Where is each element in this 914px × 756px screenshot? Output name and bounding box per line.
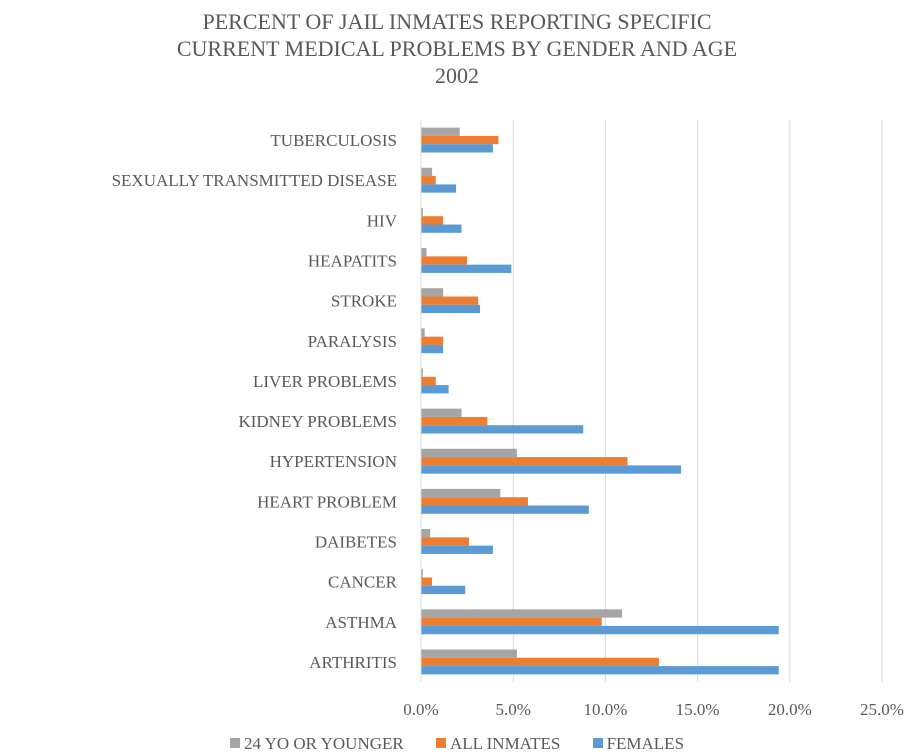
bar-all-inmates-asthma <box>421 617 602 626</box>
bar-all-inmates-hiv <box>421 216 444 225</box>
bar-24-yo-or-younger-sexually-transmitted-disease <box>421 167 433 177</box>
bar-all-inmates-heapatits <box>421 256 468 265</box>
bar-females-heapatits <box>421 264 512 273</box>
x-tick-label-0: 0.0% <box>403 700 438 719</box>
bar-all-inmates-tuberculosis <box>421 135 499 145</box>
bar-24-yo-or-younger-heart-problem <box>421 488 501 498</box>
legend-label-24-yo-or-younger: 24 YO OR YOUNGER <box>243 734 404 753</box>
chart-title: PERCENT OF JAIL INMATES REPORTING SPECIF… <box>0 8 914 89</box>
bar-24-yo-or-younger-paralysis <box>421 328 425 337</box>
category-label-stroke: STROKE <box>331 292 397 311</box>
bar-females-hiv <box>421 224 462 233</box>
x-tick-label-1: 5.0% <box>495 700 530 719</box>
x-tick-label-4: 20.0% <box>768 700 812 719</box>
bar-24-yo-or-younger-stroke <box>421 288 444 297</box>
category-label-heart-problem: HEART PROBLEM <box>257 492 397 511</box>
bar-females-daibetes <box>421 545 493 554</box>
category-label-daibetes: DAIBETES <box>315 533 397 552</box>
legend-item-24-yo-or-younger: 24 YO OR YOUNGER <box>229 734 404 754</box>
bar-24-yo-or-younger-arthritis <box>421 649 517 658</box>
bar-females-paralysis <box>421 344 444 354</box>
bar-all-inmates-daibetes <box>421 537 469 546</box>
category-label-paralysis: PARALYSIS <box>308 332 397 351</box>
bar-24-yo-or-younger-tuberculosis <box>421 127 460 136</box>
bar-females-stroke <box>421 304 481 314</box>
legend-label-all-inmates: ALL INMATES <box>449 734 561 753</box>
legend-label-females: FEMALES <box>606 734 685 753</box>
x-tick-label-3: 15.0% <box>676 700 720 719</box>
bar-females-arthritis <box>421 666 779 675</box>
bar-24-yo-or-younger-liver-problems <box>421 368 423 377</box>
bar-females-liver-problems <box>421 385 449 394</box>
legend-swatch-all-inmates <box>435 738 446 748</box>
category-label-asthma: ASTHMA <box>325 613 398 632</box>
bar-24-yo-or-younger-hypertension <box>421 448 517 458</box>
category-label-liver-problems: LIVER PROBLEMS <box>253 372 397 391</box>
bar-24-yo-or-younger-kidney-problems <box>421 408 462 417</box>
bar-females-sexually-transmitted-disease <box>421 184 457 193</box>
category-label-cancer: CANCER <box>328 573 398 592</box>
chart-title-line-2: CURRENT MEDICAL PROBLEMS BY GENDER AND A… <box>176 36 738 61</box>
category-label-kidney-problems: KIDNEY PROBLEMS <box>238 412 397 431</box>
bar-females-cancer <box>421 585 466 595</box>
bar-all-inmates-sexually-transmitted-disease <box>421 176 436 185</box>
bar-chart: TUBERCULOSIS SEXUALLY TRANSMITTED DISEASE… <box>112 120 904 719</box>
bar-24-yo-or-younger-hiv <box>421 207 423 217</box>
category-label-heapatits: HEAPATITS <box>308 252 397 271</box>
category-label-hypertension: HYPERTENSION <box>270 452 397 471</box>
category-label-arthritis: ARTHRITIS <box>309 653 397 672</box>
bar-all-inmates-heart-problem <box>421 497 528 506</box>
bar-24-yo-or-younger-daibetes <box>421 529 431 538</box>
chart-title-line-1: PERCENT OF JAIL INMATES REPORTING SPECIF… <box>202 9 712 34</box>
category-label-sexually-transmitted-disease: SEXUALLY TRANSMITTED DISEASE <box>112 171 397 190</box>
bar-all-inmates-paralysis <box>421 336 444 345</box>
bar-females-kidney-problems <box>421 425 584 434</box>
legend-item-all-inmates: ALL INMATES <box>435 734 561 754</box>
bar-24-yo-or-younger-asthma <box>421 609 622 618</box>
bar-all-inmates-cancer <box>421 577 433 586</box>
x-tick-label-2: 10.0% <box>583 700 627 719</box>
category-label-tuberculosis: TUBERCULOSIS <box>270 131 397 150</box>
legend-swatch-24-yo-or-younger <box>229 738 240 748</box>
bar-all-inmates-hypertension <box>421 457 628 466</box>
bar-females-asthma <box>421 625 779 635</box>
bar-females-hypertension <box>421 465 682 474</box>
legend-swatch-females <box>592 738 603 748</box>
chart-legend: 24 YO OR YOUNGER ALL INMATES FEMALES <box>0 734 914 754</box>
bar-all-inmates-stroke <box>421 296 479 305</box>
bar-females-tuberculosis <box>421 144 493 153</box>
legend-item-females: FEMALES <box>592 734 685 754</box>
bar-females-heart-problem <box>421 505 589 514</box>
bar-all-inmates-liver-problems <box>421 376 436 386</box>
bar-24-yo-or-younger-heapatits <box>421 248 427 257</box>
bar-24-yo-or-younger-cancer <box>421 569 423 578</box>
category-label-hiv: HIV <box>367 211 398 230</box>
bar-all-inmates-kidney-problems <box>421 416 488 426</box>
bar-all-inmates-arthritis <box>421 657 659 667</box>
chart-title-line-3: 2002 <box>435 63 479 88</box>
x-tick-label-5: 25.0% <box>860 700 904 719</box>
